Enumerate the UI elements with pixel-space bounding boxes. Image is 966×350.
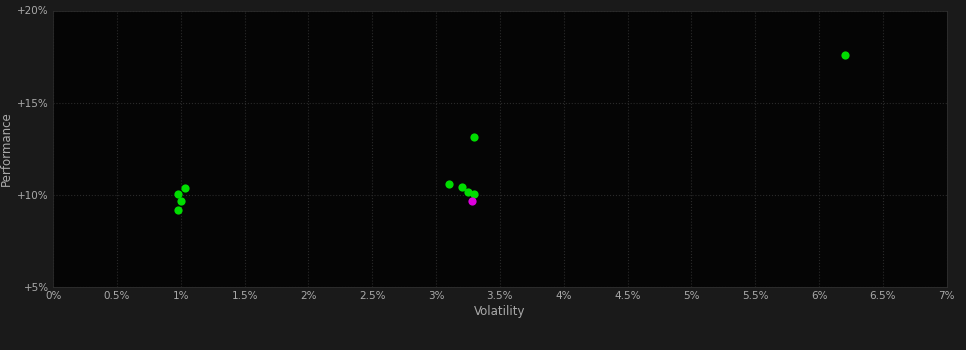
Point [460, 189, 475, 195]
Point [467, 192, 482, 197]
Point [837, 52, 852, 57]
Point [467, 134, 482, 140]
Point [454, 185, 469, 190]
Point [170, 207, 185, 212]
Point [173, 198, 188, 204]
Point [464, 198, 479, 204]
Point [170, 191, 185, 197]
Y-axis label: Performance: Performance [0, 111, 14, 186]
Point [177, 186, 192, 191]
Point [441, 181, 457, 187]
X-axis label: Volatility: Volatility [474, 305, 526, 318]
